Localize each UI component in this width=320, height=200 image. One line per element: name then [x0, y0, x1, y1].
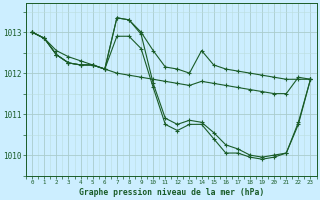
X-axis label: Graphe pression niveau de la mer (hPa): Graphe pression niveau de la mer (hPa) [79, 188, 264, 197]
